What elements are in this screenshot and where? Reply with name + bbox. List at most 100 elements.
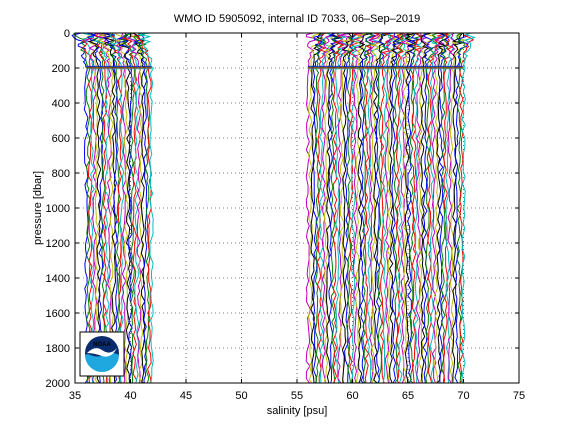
profile-line bbox=[132, 32, 148, 384]
noaa-logo: NOAA bbox=[79, 331, 125, 377]
profile-line bbox=[97, 32, 114, 384]
x-tick-label: 50 bbox=[235, 390, 247, 402]
y-tick-label: 0 bbox=[64, 28, 70, 40]
profile-line bbox=[427, 32, 445, 384]
profile-line bbox=[73, 32, 91, 384]
profile-line bbox=[127, 32, 142, 384]
profile-line bbox=[314, 32, 327, 384]
profile-line bbox=[449, 32, 467, 384]
logo-text: NOAA bbox=[93, 342, 111, 348]
y-tick-label: 800 bbox=[52, 168, 70, 180]
x-tick-label: 55 bbox=[291, 390, 303, 402]
profile-line bbox=[341, 32, 353, 384]
profile-line bbox=[436, 32, 448, 384]
profile-line bbox=[332, 32, 345, 384]
logo-ocean bbox=[85, 352, 119, 372]
x-axis-label: salinity [psu] bbox=[267, 405, 328, 417]
x-tick-label: 70 bbox=[457, 390, 469, 402]
profile-line bbox=[386, 32, 403, 384]
x-tick-label: 65 bbox=[402, 390, 414, 402]
y-tick-label: 1200 bbox=[46, 238, 70, 250]
x-axis: 35 40 45 50 55 60 65 70 75 bbox=[69, 33, 525, 402]
x-tick-label: 60 bbox=[346, 390, 358, 402]
y-tick-label: 1000 bbox=[46, 203, 70, 215]
profile-line bbox=[121, 32, 135, 384]
profile-line bbox=[422, 32, 434, 384]
profile-line bbox=[137, 32, 155, 384]
profile-line bbox=[81, 32, 95, 384]
profile-line bbox=[310, 32, 326, 384]
y-axis-label: pressure [dbar] bbox=[32, 171, 44, 245]
profile-line bbox=[121, 32, 138, 384]
profile-line bbox=[85, 32, 99, 384]
profile-line bbox=[83, 32, 97, 384]
profile-line bbox=[364, 32, 380, 384]
profile-line bbox=[406, 32, 420, 384]
y-axis: 0 200 400 600 800 1000 1200 1400 1600 1800 2000 bbox=[46, 28, 519, 390]
profile-line bbox=[71, 32, 89, 384]
profile-line bbox=[350, 32, 365, 384]
profile-line bbox=[359, 32, 378, 384]
profile-line bbox=[380, 32, 394, 384]
profile-line bbox=[339, 32, 358, 384]
profile-line bbox=[118, 32, 131, 384]
profile-line bbox=[384, 32, 402, 384]
profile-line bbox=[132, 32, 150, 384]
profile-line bbox=[447, 32, 456, 384]
profile-line bbox=[116, 32, 133, 384]
profile-line bbox=[402, 32, 414, 384]
profile-line bbox=[369, 32, 383, 384]
y-tick-label: 400 bbox=[52, 98, 70, 110]
profile-line bbox=[109, 32, 125, 384]
profile-line bbox=[461, 32, 477, 384]
profile-line bbox=[438, 32, 450, 384]
profile-line bbox=[105, 32, 121, 384]
profile-line bbox=[109, 32, 123, 384]
profile-line bbox=[94, 32, 108, 384]
profile-line bbox=[307, 32, 322, 384]
profile-line bbox=[440, 32, 450, 384]
profile-line bbox=[94, 32, 112, 384]
profile-line bbox=[101, 32, 116, 384]
profile-line bbox=[389, 32, 404, 384]
profile-line bbox=[454, 32, 469, 384]
profile-line bbox=[93, 32, 110, 384]
profile-line bbox=[413, 32, 427, 384]
profile-line bbox=[429, 32, 445, 384]
profile-line bbox=[366, 32, 384, 384]
x-tick-label: 40 bbox=[124, 390, 136, 402]
profile-line bbox=[355, 32, 369, 384]
profile-line bbox=[328, 32, 342, 384]
profile-line bbox=[337, 32, 354, 384]
profile-line bbox=[398, 32, 413, 384]
profile-line bbox=[375, 32, 395, 384]
profile-line bbox=[325, 32, 342, 384]
profile-line bbox=[391, 32, 404, 384]
profile-line bbox=[330, 32, 346, 384]
chart-title: WMO ID 5905092, internal ID 7033, 06–Sep… bbox=[174, 13, 420, 25]
profile-line bbox=[393, 32, 409, 384]
profile-line bbox=[425, 32, 439, 384]
profile-line bbox=[377, 32, 393, 384]
logo-seagull bbox=[87, 348, 117, 357]
y-tick-label: 1800 bbox=[46, 343, 70, 355]
x-tick-label: 75 bbox=[513, 390, 525, 402]
profiles bbox=[71, 32, 477, 384]
profile-line bbox=[395, 32, 406, 384]
profile-line bbox=[316, 32, 326, 384]
profile-line bbox=[431, 32, 450, 384]
profile-line bbox=[409, 32, 424, 384]
profile-line bbox=[456, 32, 466, 384]
y-tick-label: 600 bbox=[52, 133, 70, 145]
profile-line bbox=[451, 32, 463, 384]
profile-line bbox=[357, 32, 374, 384]
profile-line bbox=[368, 32, 381, 384]
y-tick-label: 1400 bbox=[46, 273, 70, 285]
x-tick-label: 45 bbox=[180, 390, 192, 402]
profile-line bbox=[434, 32, 450, 384]
profile-line bbox=[334, 32, 349, 384]
profile-line bbox=[443, 32, 454, 384]
x-tick-label: 35 bbox=[69, 390, 81, 402]
profile-line bbox=[404, 32, 421, 384]
profile-line bbox=[415, 32, 430, 384]
